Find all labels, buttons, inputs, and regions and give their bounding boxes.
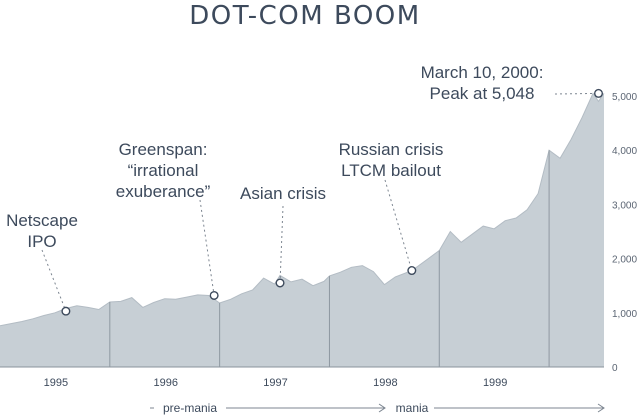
annotation-label-line: exuberance” xyxy=(116,182,211,201)
x-tick-label: 1995 xyxy=(44,377,68,389)
annotation-label-line: March 10, 2000: xyxy=(421,63,544,82)
annotation-label-line: Russian crisis xyxy=(339,140,444,159)
phase-separator-layer xyxy=(109,150,550,367)
annotation-label-line: Asian crisis xyxy=(240,184,326,203)
annotation-marker xyxy=(594,88,604,98)
chart-title: DOT-COM BOOM xyxy=(189,1,420,31)
phase-layer: pre-mania mania xyxy=(150,401,605,415)
annotation-label-line: Greenspan: xyxy=(119,140,208,159)
annotation-label-line: IPO xyxy=(27,232,56,251)
annotation-leader-line xyxy=(41,249,67,312)
series-line xyxy=(0,92,605,327)
annotation-marker xyxy=(275,278,285,288)
annotation-label: Netscape IPO xyxy=(6,211,78,251)
x-tick-label: 1997 xyxy=(263,377,287,389)
annotation-layer: Netscape IPO Greenspan: “irrational exuberan… xyxy=(6,63,604,316)
annotation-marker xyxy=(61,306,71,316)
annotation-label: Russian crisis LTCM bailout xyxy=(339,140,444,180)
annotation-label-line: Peak at 5,048 xyxy=(430,84,535,103)
annotation-label-line: LTCM bailout xyxy=(341,161,441,180)
series-area xyxy=(0,93,604,368)
x-tick-label: 1998 xyxy=(373,377,397,389)
annotation-label: Asian crisis xyxy=(240,184,326,203)
phase-arrow-head xyxy=(378,403,386,413)
y-tick-label: 3,000 xyxy=(612,200,637,211)
area-layer xyxy=(0,92,605,368)
y-tick-label: 4,000 xyxy=(612,146,637,157)
annotation-leader-line xyxy=(199,199,215,296)
y-tick-label: 1,000 xyxy=(612,309,637,320)
annotation-leader-line xyxy=(279,205,284,284)
annotation-marker xyxy=(209,290,219,300)
x-tick-label: 1999 xyxy=(483,377,507,389)
annotation-leader-line xyxy=(384,179,413,271)
x-axis: 1995 1996 1997 1998 1999 xyxy=(44,377,508,389)
annotation-marker xyxy=(407,266,417,276)
x-tick-label: 1996 xyxy=(153,377,177,389)
y-tick-label: 5,000 xyxy=(612,92,637,103)
y-tick-label: 0 xyxy=(612,363,618,374)
phase-label: mania xyxy=(396,401,429,415)
annotation-label: Greenspan: “irrational exuberance” xyxy=(116,140,211,201)
y-axis: 0 1,000 2,000 3,000 4,000 5,000 xyxy=(612,92,637,374)
annotation-leader-line xyxy=(554,92,599,95)
phase-label: pre-mania xyxy=(163,401,217,415)
phase-arrow-head xyxy=(597,403,605,413)
annotation-label: March 10, 2000: Peak at 5,048 xyxy=(421,63,544,103)
annotation-label-line: “irrational xyxy=(128,161,199,180)
y-tick-label: 2,000 xyxy=(612,255,637,266)
annotation-label-line: Netscape xyxy=(6,211,78,230)
